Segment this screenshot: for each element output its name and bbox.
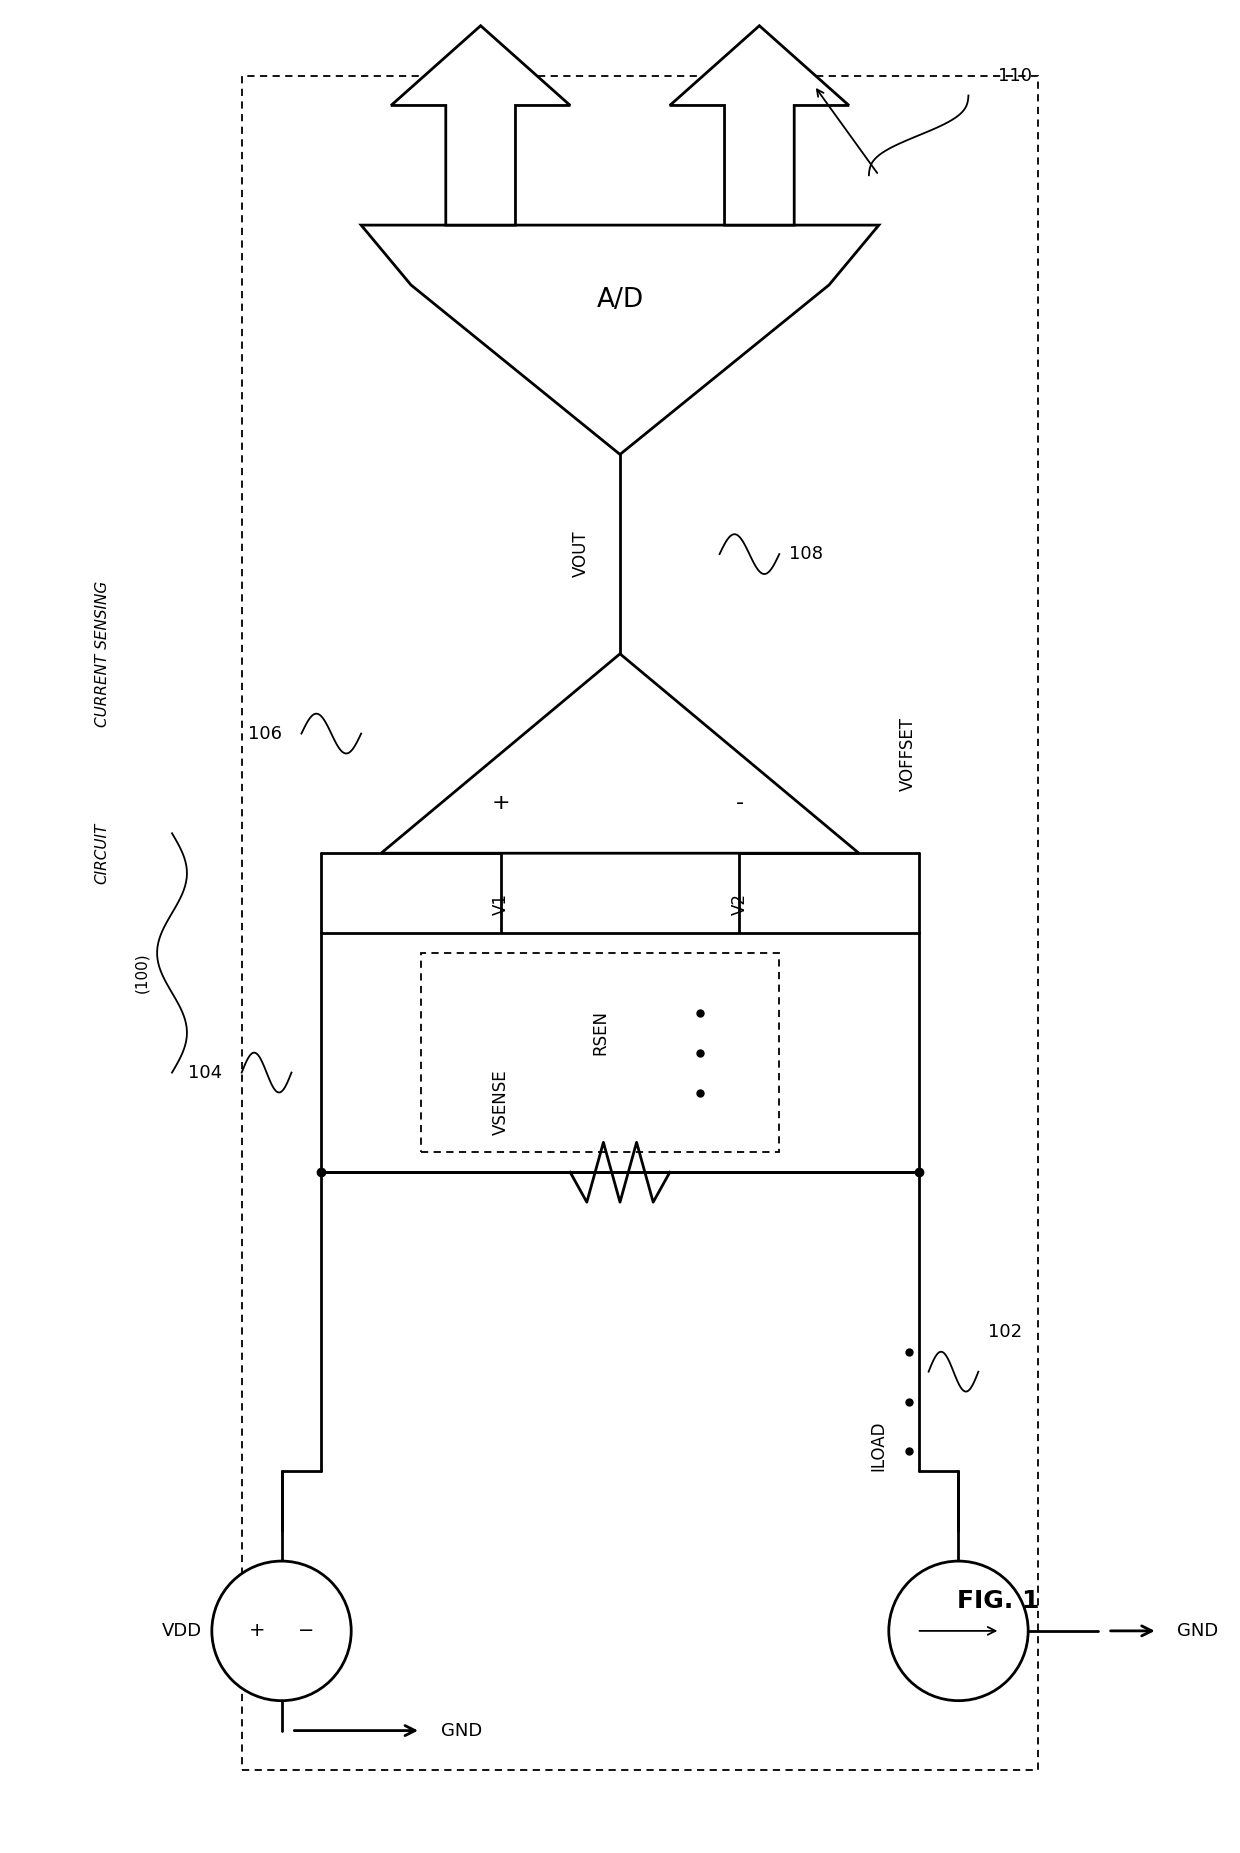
Text: 102: 102 — [988, 1323, 1023, 1342]
Polygon shape — [361, 224, 879, 454]
Text: VOUT: VOUT — [572, 530, 590, 578]
Text: VSENSE: VSENSE — [491, 1069, 510, 1136]
Text: +: + — [491, 793, 510, 813]
Text: 106: 106 — [248, 725, 281, 743]
Text: ILOAD: ILOAD — [869, 1421, 888, 1471]
Text: A/D: A/D — [596, 287, 644, 313]
Text: VOFFSET: VOFFSET — [899, 717, 916, 791]
Bar — [242, 76, 1038, 1770]
Text: CIRCUIT: CIRCUIT — [94, 823, 110, 884]
Text: 104: 104 — [187, 1064, 222, 1082]
Text: CURRENT SENSING: CURRENT SENSING — [94, 580, 110, 726]
Text: GND: GND — [1178, 1621, 1219, 1640]
Text: RSEN: RSEN — [591, 1010, 609, 1054]
Polygon shape — [391, 26, 570, 224]
Polygon shape — [670, 26, 849, 224]
Circle shape — [212, 1560, 351, 1701]
Text: GND: GND — [440, 1721, 482, 1740]
Text: (100): (100) — [135, 952, 150, 993]
Circle shape — [889, 1560, 1028, 1701]
Text: FIG. 1: FIG. 1 — [957, 1590, 1039, 1612]
Text: 110: 110 — [998, 67, 1032, 85]
Text: V2: V2 — [730, 893, 749, 915]
Bar — [420, 952, 779, 1153]
Text: -: - — [735, 793, 744, 813]
Bar — [321, 932, 919, 1173]
Text: −: − — [299, 1621, 315, 1640]
Text: VDD: VDD — [161, 1621, 202, 1640]
Text: +: + — [248, 1621, 265, 1640]
Polygon shape — [381, 654, 859, 852]
Text: 108: 108 — [789, 545, 823, 563]
Text: V1: V1 — [491, 893, 510, 915]
